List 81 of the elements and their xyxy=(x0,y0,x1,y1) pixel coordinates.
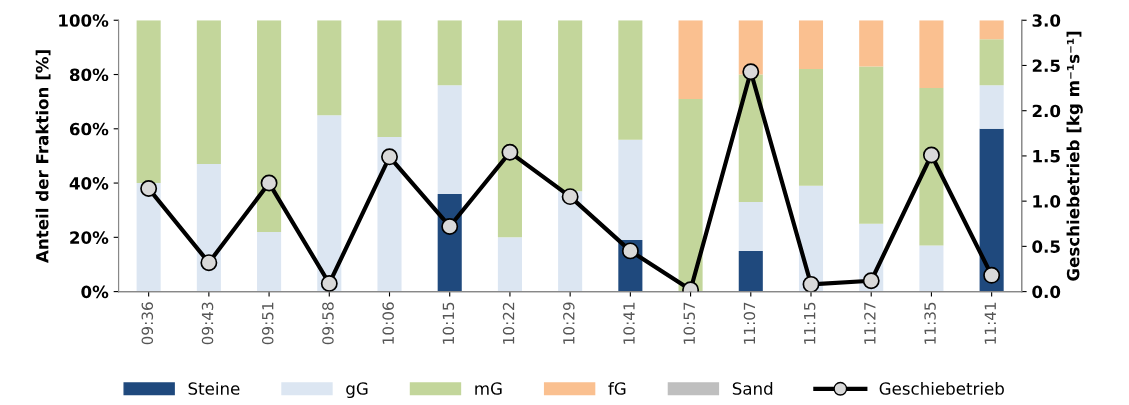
bar xyxy=(678,98,703,292)
y2-tick-label: 3.0 xyxy=(1032,14,1061,27)
bar xyxy=(497,237,522,292)
bar xyxy=(136,20,161,184)
x-tick-label: 09:36 xyxy=(141,302,154,345)
bar xyxy=(317,115,342,292)
bar xyxy=(437,85,462,194)
bar xyxy=(919,20,944,89)
bar xyxy=(497,20,522,238)
x-tick-label: 10:29 xyxy=(563,302,575,344)
legend-label: mG xyxy=(475,382,502,395)
bar xyxy=(979,85,1004,129)
y-tick-label: 40% xyxy=(69,177,109,190)
bar xyxy=(618,20,643,140)
y-axis-title: Anteil der Fraktion [%] xyxy=(35,50,51,263)
y-tick-label: 80% xyxy=(69,68,109,82)
legend-label: Sand xyxy=(732,381,773,395)
bar xyxy=(919,245,944,292)
x-tick-label: 10:06 xyxy=(382,302,394,344)
y2-tick-label: 1.0 xyxy=(1033,195,1061,208)
bar xyxy=(798,69,824,186)
bar xyxy=(979,39,1004,86)
point xyxy=(621,242,639,260)
x-tick-label: 09:58 xyxy=(322,302,334,345)
bar xyxy=(377,20,402,137)
legend-label: Geschiebetrieb xyxy=(879,381,1004,395)
point xyxy=(922,146,940,164)
y2-tick-label: 2.5 xyxy=(1032,59,1060,73)
bar xyxy=(618,139,643,241)
bar xyxy=(257,20,282,232)
point xyxy=(862,272,880,290)
x-tick-label: 11:27 xyxy=(864,302,876,344)
point xyxy=(381,148,398,166)
bar xyxy=(437,20,462,86)
point xyxy=(742,63,760,81)
point xyxy=(140,180,158,197)
legend-label: fG xyxy=(608,381,626,395)
point xyxy=(260,174,278,192)
x-tick-label: 10:22 xyxy=(502,302,515,344)
bar xyxy=(377,136,402,292)
point xyxy=(983,266,1001,284)
point xyxy=(802,275,820,292)
x-tick-label: 10:15 xyxy=(442,302,455,344)
y2-tick-label: 0.0 xyxy=(1032,285,1061,299)
x-tick-label: 11:41 xyxy=(984,302,996,344)
y2-tick-label: 2.0 xyxy=(1032,104,1061,118)
bar xyxy=(317,20,342,116)
x-tick-label: 09:51 xyxy=(261,302,274,345)
point xyxy=(561,188,579,206)
y2-tick-label: 1.5 xyxy=(1033,150,1060,163)
y2-axis-title: Geschiebetrieb [kg m⁻¹s⁻¹] xyxy=(1066,31,1083,281)
x-tick-label: 10:57 xyxy=(683,302,695,344)
bar xyxy=(738,202,763,251)
bar xyxy=(979,128,1004,292)
x-tick-label: 11:15 xyxy=(804,302,816,344)
y-tick-label: 20% xyxy=(70,231,109,244)
y-tick-label: 60% xyxy=(69,122,109,136)
legend-label: Steine xyxy=(188,381,240,395)
legend-label: gG xyxy=(346,382,368,399)
bar xyxy=(136,183,161,292)
x-tick-label: 11:07 xyxy=(743,302,756,344)
bar xyxy=(738,250,763,292)
bar xyxy=(859,66,884,224)
bar xyxy=(798,20,824,70)
y2-tick-label: 0.5 xyxy=(1032,240,1060,253)
y-tick-label: 100% xyxy=(59,14,109,27)
x-tick-label: 09:43 xyxy=(201,302,214,345)
x-tick-label: 11:35 xyxy=(924,302,936,344)
bar xyxy=(558,20,583,192)
y-tick-label: 0% xyxy=(81,285,109,299)
bar xyxy=(859,20,884,67)
point xyxy=(320,274,338,292)
bar xyxy=(196,20,221,165)
x-tick-label: 10:41 xyxy=(623,302,635,344)
bar xyxy=(678,20,703,99)
point xyxy=(200,254,218,272)
bar xyxy=(979,20,1004,40)
bar xyxy=(919,88,944,246)
point xyxy=(501,143,519,161)
point xyxy=(441,218,459,235)
bar xyxy=(257,231,282,292)
